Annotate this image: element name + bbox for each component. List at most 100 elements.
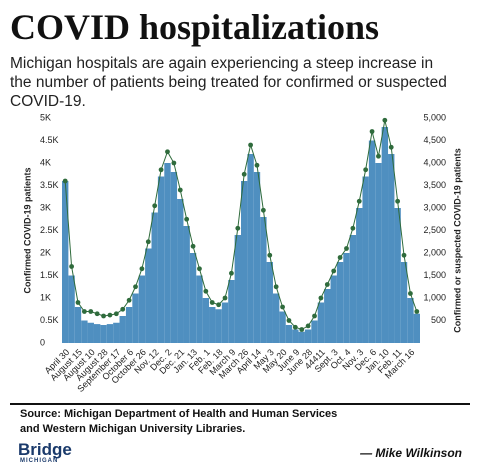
dot (145, 239, 151, 245)
dot (75, 300, 81, 305)
dot (395, 198, 401, 204)
bar (292, 329, 299, 343)
bar (81, 320, 88, 343)
chart-subtitle: Michigan hospitals are again experiencin… (10, 55, 447, 110)
y-tick-label: 0.5K (40, 315, 59, 325)
dot (356, 198, 362, 204)
bar (356, 208, 363, 343)
bar (145, 248, 152, 343)
bar (317, 302, 325, 343)
dot (101, 313, 106, 319)
dot (344, 246, 349, 251)
bar (298, 331, 305, 343)
source-line: Source: Michigan Department of Health an… (20, 408, 338, 420)
dot (350, 225, 356, 231)
bar (260, 217, 267, 343)
bar (279, 311, 286, 343)
dot (299, 327, 305, 332)
bar (209, 307, 216, 343)
bar (241, 181, 248, 343)
bar (388, 154, 395, 343)
dot (107, 312, 113, 318)
y2-tick-label: 2,500 (423, 225, 446, 235)
dot (248, 142, 253, 148)
dot (81, 309, 87, 314)
bar (164, 163, 171, 343)
bar (132, 293, 139, 343)
dot (318, 295, 324, 301)
dot (120, 306, 126, 312)
dot (324, 282, 330, 287)
dot (408, 291, 413, 296)
y2-tick-label: 4,500 (423, 135, 446, 145)
dot (305, 323, 311, 329)
dot (171, 160, 177, 166)
dot (216, 302, 222, 308)
dot (401, 252, 407, 258)
dot (331, 268, 337, 274)
dot (165, 149, 170, 155)
bar (343, 253, 350, 343)
dot (203, 288, 209, 294)
bar (138, 275, 146, 343)
dot (139, 266, 145, 272)
dot (273, 284, 279, 290)
y-tick-label: 1.5K (40, 270, 59, 280)
dot (229, 270, 234, 276)
dot (209, 300, 215, 305)
y2-axis-label: Confirmed or suspected COVID-19 patients (452, 148, 462, 333)
bar (272, 293, 280, 343)
y-tick-label: 4K (40, 157, 51, 167)
bar (349, 235, 357, 343)
dot (69, 264, 74, 269)
y-axis-label: Confirmed COVID-19 patients (22, 167, 32, 293)
y2-tick-label: 1,000 (423, 292, 446, 302)
bar (285, 325, 293, 343)
bar (68, 275, 75, 343)
dot (363, 167, 369, 173)
bar (311, 320, 318, 343)
bar (93, 324, 101, 343)
dot (197, 266, 202, 272)
bar (221, 302, 229, 343)
bar (62, 181, 69, 343)
bar (183, 226, 190, 343)
y-tick-label: 1K (40, 292, 51, 302)
bar (253, 172, 261, 343)
y-tick-label: 3.5K (40, 180, 59, 190)
y2-tick-label: 2,000 (423, 247, 446, 257)
chart: 0 0.5K 1K 1.5K 2K 2.5K 3K 3.5K 4K 4.5K 5K 500 1,000 1… (22, 112, 462, 394)
logo: Bridge (18, 440, 72, 459)
logo-subtitle: MICHIGAN (20, 458, 59, 464)
bar (189, 253, 197, 343)
bar (247, 154, 254, 343)
y-tick-label: 2K (40, 247, 51, 257)
credit: — Mike Wilkinson (360, 446, 462, 460)
dot (369, 129, 375, 134)
y-tick-label: 3K (40, 202, 51, 212)
bar (375, 163, 382, 343)
bar (151, 212, 158, 343)
dot (388, 144, 394, 150)
y-tick-label: 5K (40, 112, 51, 122)
dot (280, 304, 285, 310)
bar (330, 275, 337, 343)
bar (157, 176, 165, 343)
dot (414, 309, 420, 314)
bar (100, 325, 107, 343)
bar (266, 262, 273, 343)
y-tick-label: 4.5K (40, 135, 59, 145)
dot (376, 153, 381, 159)
dot (62, 178, 68, 184)
dot (113, 311, 119, 317)
dot (260, 207, 266, 213)
dot (267, 252, 273, 258)
dot (152, 203, 158, 209)
dot (190, 243, 196, 249)
y2-tick-label: 5,000 (423, 112, 446, 122)
dot (235, 225, 241, 231)
bar (125, 307, 133, 343)
bar (228, 280, 235, 343)
separator (10, 403, 470, 405)
bar (106, 324, 114, 343)
